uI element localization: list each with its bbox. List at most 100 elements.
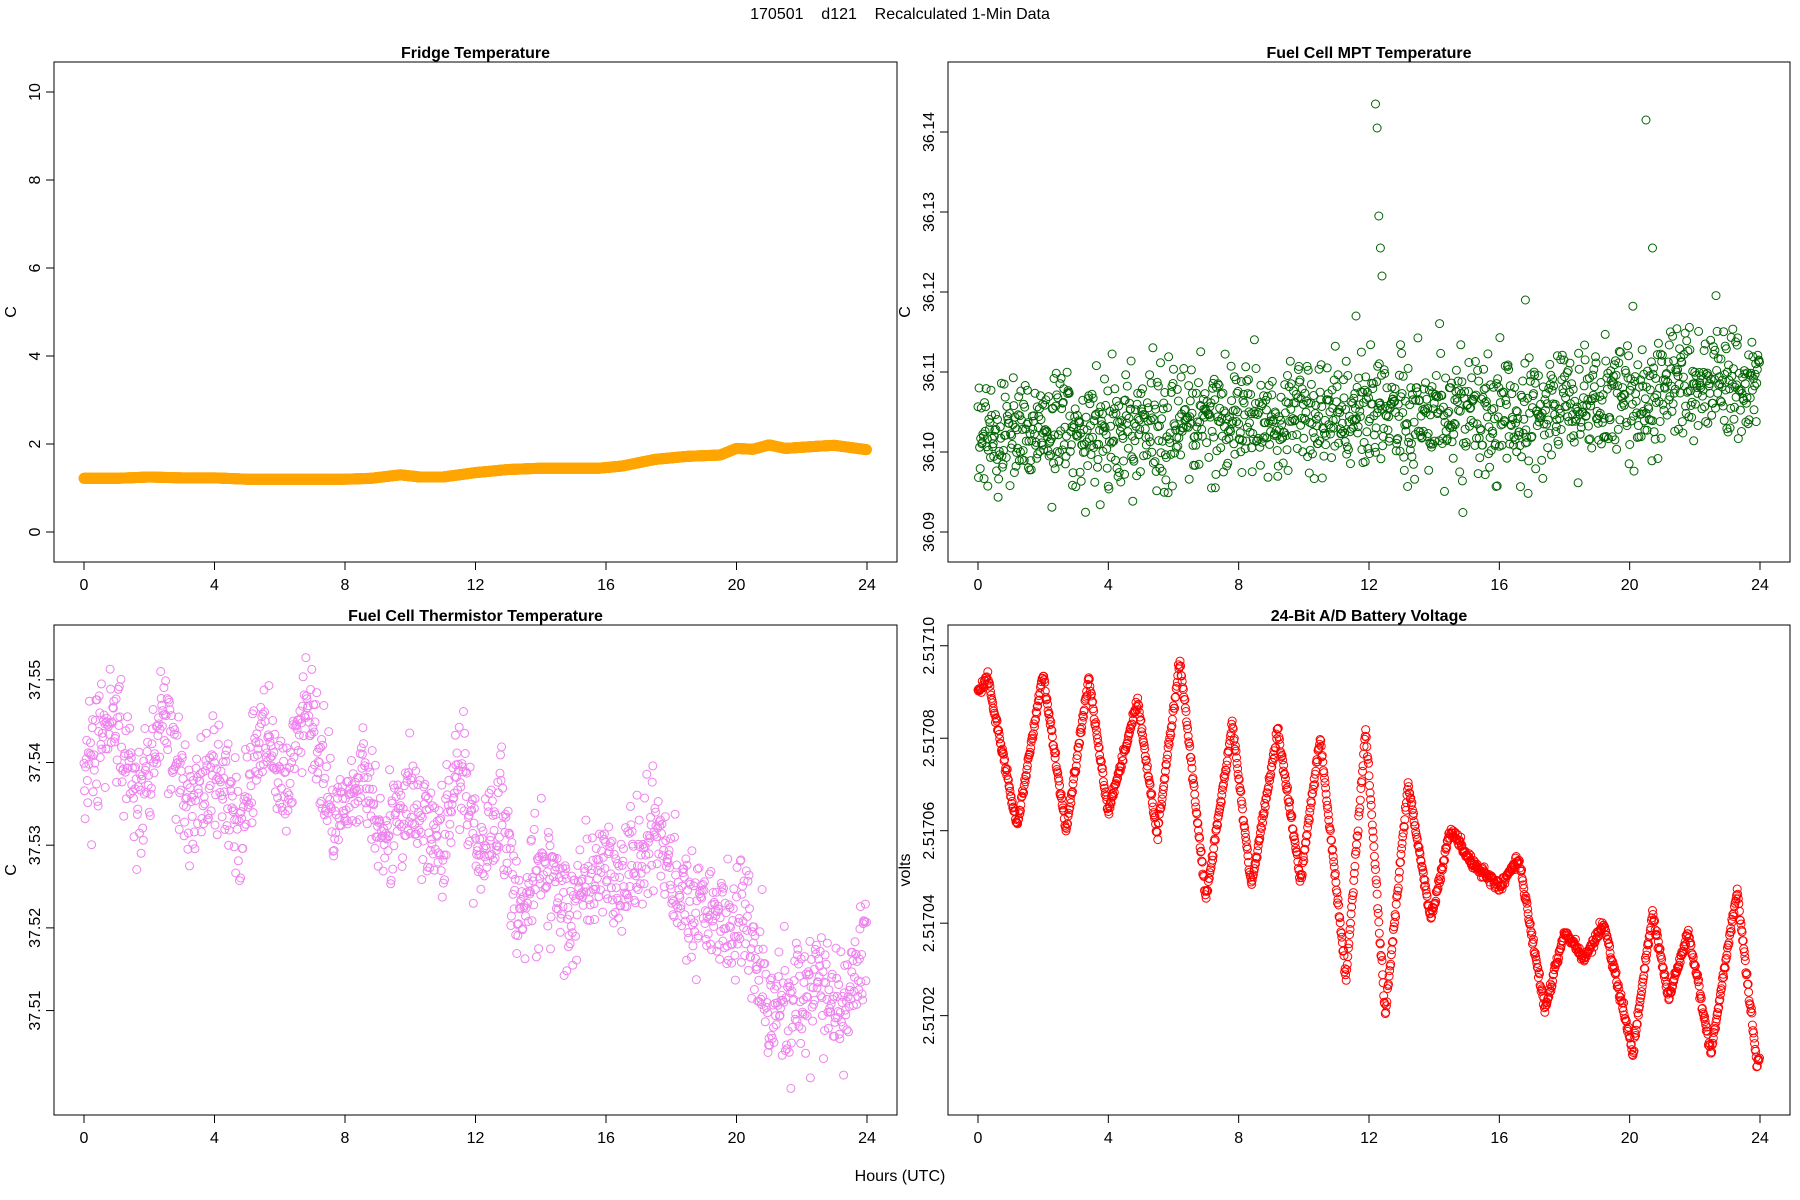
x-tick-label: 8 [1234, 577, 1243, 594]
data-point [214, 720, 224, 730]
data-point [230, 753, 240, 763]
data-point [487, 796, 497, 806]
data-points [78, 439, 872, 485]
data-point [1574, 364, 1584, 374]
data-point [520, 954, 530, 964]
data-point [986, 385, 996, 395]
data-point [1176, 372, 1186, 382]
data-point [1371, 447, 1380, 457]
data-point [264, 681, 274, 691]
data-point [178, 774, 188, 784]
data-point [1502, 453, 1512, 463]
x-tick-label: 16 [1490, 1130, 1508, 1147]
data-point [1237, 468, 1247, 477]
data-point [224, 840, 234, 850]
data-points [973, 656, 1764, 1072]
data-point [841, 1010, 851, 1020]
data-point [1226, 361, 1236, 371]
data-point [1249, 335, 1259, 345]
data-point [1399, 452, 1409, 462]
data-point [310, 717, 320, 727]
data-point [1600, 329, 1610, 339]
data-point [1185, 396, 1195, 406]
data-point [317, 735, 327, 744]
data-point [1121, 370, 1131, 380]
y-axis-label: volts [897, 854, 914, 887]
data-point [512, 949, 522, 958]
data-point [1062, 431, 1071, 441]
y-tick-label: 36.09 [921, 512, 938, 552]
data-point [1693, 421, 1703, 430]
data-point [1282, 445, 1292, 455]
data-point [1436, 348, 1446, 358]
data-point [1672, 324, 1682, 334]
data-point [1740, 379, 1750, 389]
data-point [601, 889, 611, 899]
data-point [1050, 464, 1060, 474]
x-tick-label: 0 [80, 577, 89, 594]
data-point [1000, 392, 1010, 402]
data-point [1299, 433, 1309, 443]
data-point [87, 840, 97, 850]
data-point [405, 728, 415, 738]
data-point [1684, 322, 1694, 332]
data-point [1283, 371, 1292, 380]
data-point [706, 866, 716, 876]
data-point [1458, 508, 1468, 517]
data-point [1229, 439, 1239, 449]
data-point [1466, 415, 1476, 425]
data-point [603, 894, 613, 904]
data-point [1611, 370, 1621, 380]
data-point [1479, 364, 1489, 374]
data-point [293, 746, 303, 755]
data-point [993, 492, 1003, 502]
data-point [444, 775, 454, 785]
data-point [367, 746, 377, 755]
y-tick-label: 36.14 [921, 112, 938, 152]
data-point [1330, 341, 1340, 351]
data-point [531, 952, 541, 962]
data-point [1090, 477, 1100, 487]
data-point [1283, 466, 1293, 475]
data-points [973, 99, 1764, 517]
data-point [217, 812, 227, 822]
data-point [994, 474, 1004, 484]
data-point [805, 1073, 815, 1083]
data-point [745, 904, 754, 914]
data-point [227, 791, 237, 801]
data-point [1648, 243, 1657, 253]
data-point [1062, 367, 1072, 377]
data-point [198, 801, 208, 811]
data-point [1700, 402, 1710, 412]
data-point [324, 727, 334, 737]
data-point [1545, 359, 1555, 369]
data-point [1164, 352, 1174, 362]
data-point [839, 1070, 849, 1080]
data-points [79, 653, 871, 1093]
plot-title: Fuel Cell MPT Temperature [1266, 45, 1471, 62]
data-point [563, 902, 573, 912]
data-point [143, 737, 153, 747]
data-point [358, 723, 368, 733]
data-point [140, 724, 150, 733]
data-point [1457, 476, 1467, 486]
data-point [1107, 349, 1117, 359]
data-point [1306, 379, 1316, 389]
data-point [1579, 393, 1588, 403]
data-point [565, 939, 575, 949]
data-point [670, 809, 680, 819]
data-point [1474, 376, 1484, 386]
x-tick-label: 4 [210, 577, 219, 594]
data-point [468, 898, 478, 908]
y-tick-label: 2.51710 [921, 617, 938, 675]
data-point [449, 788, 459, 798]
data-point [1091, 361, 1101, 371]
data-point [1711, 291, 1721, 301]
data-point [1567, 379, 1577, 389]
data-point [1624, 459, 1634, 469]
data-point [1016, 800, 1026, 810]
data-point [1180, 695, 1190, 705]
data-point [117, 777, 127, 787]
data-point [142, 747, 152, 756]
